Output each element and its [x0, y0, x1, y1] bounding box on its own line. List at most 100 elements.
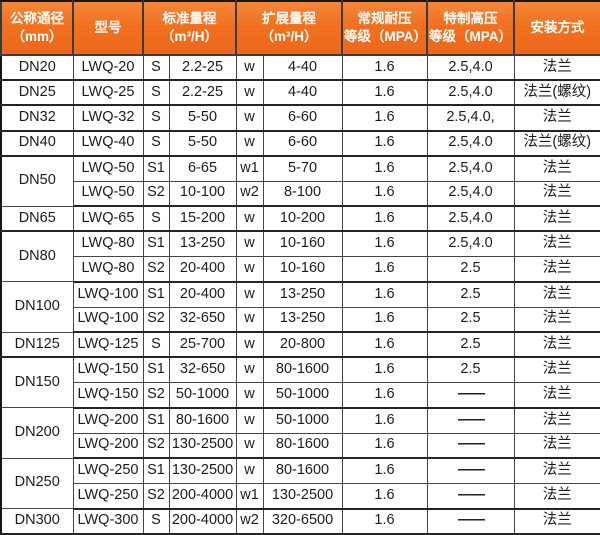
cell-model: LWQ-65 [72, 205, 144, 233]
cell-install: 法兰 [513, 407, 600, 434]
cell-nominal-diameter: DN50 [0, 155, 74, 207]
cell-model: LWQ-80 [72, 256, 144, 283]
cell-std-range: 80-1600 [168, 407, 237, 434]
cell-ext-range: 50-1000 [262, 407, 343, 434]
table-row: LWQ-80 S2 20-400 w 10-160 1.6 2.5 法兰 [1, 256, 600, 283]
cell-pressure: 1.6 [341, 54, 428, 82]
cell-ext-range: 20-800 [262, 331, 343, 359]
cell-high-pressure: 2.5,4.0 [426, 230, 515, 258]
cell-model: LWQ-300 [72, 508, 144, 535]
cell-ext-range: 320-6500 [262, 508, 343, 535]
cell-std-range: 15-200 [168, 205, 237, 233]
cell-install: 法兰 [513, 54, 600, 82]
cell-install: 法兰 [513, 205, 600, 233]
table-row: LWQ-50 S2 10-100 w2 8-100 1.6 2.5,4.0 法兰 [1, 180, 600, 208]
cell-high-pressure: —— [426, 508, 515, 535]
cell-std-range: 32-650 [168, 306, 237, 334]
cell-ext-range: 10-160 [262, 230, 343, 258]
cell-std-code: S1 [142, 281, 170, 308]
cell-std-range: 25-700 [168, 331, 237, 359]
table-row: LWQ-150 S2 50-1000 w 50-1000 1.6 —— 法兰 [1, 382, 600, 409]
table-row: LWQ-100 S2 32-650 w 13-250 1.6 2.5 法兰 [1, 306, 600, 334]
cell-nominal-diameter: DN100 [0, 281, 74, 333]
cell-pressure: 1.6 [341, 205, 428, 233]
cell-std-range: 130-2500 [168, 432, 237, 460]
cell-model: LWQ-150 [72, 356, 144, 384]
cell-ext-code: w [235, 230, 264, 258]
cell-pressure: 1.6 [341, 356, 428, 384]
cell-ext-code: w [235, 79, 264, 107]
cell-ext-range: 10-200 [262, 205, 343, 233]
cell-high-pressure: —— [426, 457, 515, 484]
cell-high-pressure: 2.5,4.0 [426, 155, 515, 182]
cell-std-code: S2 [142, 306, 170, 334]
cell-ext-range: 130-2500 [262, 482, 343, 510]
header-row: 公称通径 （mm） 型号 标准量程 （m³/H） 扩展量程 （m³/H） 常规耐… [0, 0, 600, 56]
cell-install: 法兰 [513, 155, 600, 182]
cell-std-code: S1 [142, 230, 170, 258]
cell-pressure: 1.6 [341, 508, 428, 535]
cell-nominal-diameter: DN150 [0, 356, 74, 409]
cell-std-code: S [142, 104, 170, 132]
cell-ext-range: 4-40 [262, 79, 343, 107]
cell-install: 法兰(螺纹) [513, 130, 600, 157]
cell-ext-range: 13-250 [262, 306, 343, 334]
cell-ext-code: w [235, 331, 264, 359]
cell-model: LWQ-50 [72, 180, 144, 208]
cell-model: LWQ-200 [72, 432, 144, 460]
cell-model: LWQ-250 [72, 457, 144, 484]
table-row: DN40 LWQ-40 S 5-50 w 6-60 1.6 2.5,4.0 法兰… [0, 130, 600, 157]
cell-model: LWQ-100 [72, 306, 144, 334]
cell-pressure: 1.6 [341, 256, 428, 283]
cell-std-code: S [142, 130, 170, 157]
cell-pressure: 1.6 [341, 457, 428, 484]
cell-install: 法兰 [513, 331, 600, 359]
cell-std-range: 200-4000 [168, 508, 237, 535]
cell-ext-range: 8-100 [262, 180, 343, 208]
table-row: DN25 LWQ-25 S 2.2-25 w 4-40 1.6 2.5,4.0 … [0, 79, 600, 107]
cell-ext-code: w2 [235, 180, 264, 208]
cell-ext-code: w [235, 130, 264, 157]
cell-high-pressure: 2.5,4.0 [426, 54, 515, 82]
table-row: DN80 LWQ-80 S1 13-250 w 10-160 1.6 2.5,4… [0, 230, 600, 283]
header-nominal-diameter: 公称通径 （mm） [0, 0, 74, 56]
header-model: 型号 [72, 0, 144, 56]
cell-high-pressure: 2.5 [426, 281, 515, 308]
cell-ext-range: 4-40 [262, 54, 343, 82]
cell-std-range: 200-4000 [168, 482, 237, 510]
cell-high-pressure: —— [426, 407, 515, 434]
cell-model: LWQ-150 [72, 382, 144, 409]
cell-std-code: S [142, 79, 170, 107]
cell-ext-range: 5-70 [262, 155, 343, 182]
table-row: DN250 LWQ-250 S1 130-2500 w 80-1600 1.6 … [0, 457, 600, 510]
cell-install: 法兰 [513, 356, 600, 384]
cell-nominal-diameter: DN20 [0, 54, 74, 82]
cell-std-code: S1 [142, 457, 170, 484]
table-row: DN200 LWQ-200 S1 80-1600 w 50-1000 1.6 —… [0, 407, 600, 459]
cell-std-range: 13-250 [168, 230, 237, 258]
header-normal-pressure: 常规耐压 等级（MPA） [341, 0, 428, 56]
header-extended-range: 扩展量程 （m³/H） [235, 0, 343, 56]
cell-high-pressure: 2.5 [426, 356, 515, 384]
cell-ext-code: w [235, 281, 264, 308]
cell-ext-code: w [235, 54, 264, 82]
cell-model: LWQ-40 [72, 130, 144, 157]
cell-ext-code: w [235, 306, 264, 334]
cell-ext-code: w [235, 382, 264, 409]
cell-install: 法兰 [513, 482, 600, 510]
cell-pressure: 1.6 [341, 432, 428, 460]
cell-std-code: S1 [142, 356, 170, 384]
cell-high-pressure: —— [426, 382, 515, 409]
cell-std-range: 5-50 [168, 104, 237, 132]
table-row: DN65 LWQ-65 S 15-200 w 10-200 1.6 2.5,4.… [0, 205, 600, 233]
table-row: DN50 LWQ-50 S1 6-65 w1 5-70 1.6 2.5,4.0 … [0, 155, 600, 207]
cell-pressure: 1.6 [341, 482, 428, 510]
cell-std-range: 2.2-25 [168, 54, 237, 82]
cell-install: 法兰 [513, 382, 600, 409]
cell-std-code: S [142, 508, 170, 535]
cell-std-code: S2 [142, 382, 170, 409]
cell-std-code: S [142, 54, 170, 82]
cell-std-code: S1 [142, 407, 170, 434]
